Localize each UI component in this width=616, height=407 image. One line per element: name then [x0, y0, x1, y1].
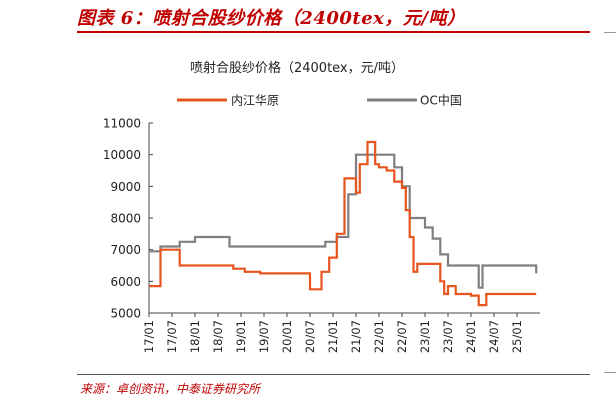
x-tick-label: 24/07: [487, 320, 501, 353]
header-rule: [77, 31, 590, 33]
figure-header: 图表 6：喷射合股纱价格（2400tex，元/吨）: [0, 0, 590, 34]
x-tick-label: 17/07: [165, 320, 179, 353]
legend-label-oc: OC中国: [420, 93, 462, 108]
legend-label-neijiang: 内江华原: [231, 94, 279, 108]
series-line-oc: [149, 153, 538, 289]
x-tick-label: 24/01: [464, 320, 478, 353]
x-tick-label: 22/01: [372, 320, 386, 353]
plot-series: [149, 140, 538, 307]
y-tick-label: 11000: [103, 117, 141, 131]
y-tick-label: 7000: [110, 243, 141, 257]
price-chart: 喷射合股纱价格（2400tex，元/吨） 内江华原 OC中国 5000 6000 7…: [103, 60, 540, 353]
x-tick-label: 19/01: [234, 320, 248, 353]
y-tick-label: 9000: [110, 180, 141, 194]
adjacent-figure-edge-bottom: [604, 372, 616, 373]
x-tick-label: 17/01: [142, 320, 156, 353]
x-tick-label: 23/01: [418, 320, 432, 353]
x-tick-label: 18/07: [211, 320, 225, 353]
chart-title: 喷射合股纱价格（2400tex，元/吨）: [190, 60, 404, 76]
x-tick-label: 21/01: [326, 320, 340, 353]
legend: 内江华原 OC中国: [177, 93, 462, 108]
x-tick-label: 20/07: [303, 320, 317, 353]
y-tick-label: 5000: [110, 307, 141, 321]
x-axis: 17/01 17/07 18/01 18/07 19/01 19/07 20/01 20/07…: [142, 312, 540, 353]
x-tick-label: 19/07: [257, 320, 271, 353]
chart-container: 喷射合股纱价格（2400tex，元/吨） 内江华原 OC中国 5000 6000 7…: [77, 40, 590, 370]
figure-title: 图表 6：喷射合股纱价格（2400tex，元/吨）: [77, 8, 466, 29]
y-axis: 5000 6000 7000 8000 9000 10000 11000: [103, 117, 153, 321]
series-line-neijiang: [149, 140, 537, 307]
adjacent-figure-edge: [604, 32, 616, 33]
y-tick-label: 10000: [103, 148, 141, 162]
footer-rule: [77, 374, 590, 375]
source-note: 来源：卓创资讯，中泰证券研究所: [80, 382, 261, 396]
x-tick-label: 21/07: [349, 320, 363, 353]
y-tick-label: 6000: [110, 275, 141, 289]
y-tick-label: 8000: [110, 212, 141, 226]
x-tick-label: 18/01: [188, 320, 202, 353]
x-tick-label: 23/07: [441, 320, 455, 353]
x-tick-label: 20/01: [280, 320, 294, 353]
x-tick-label: 22/07: [395, 320, 409, 353]
x-tick-label: 25/01: [510, 320, 524, 353]
